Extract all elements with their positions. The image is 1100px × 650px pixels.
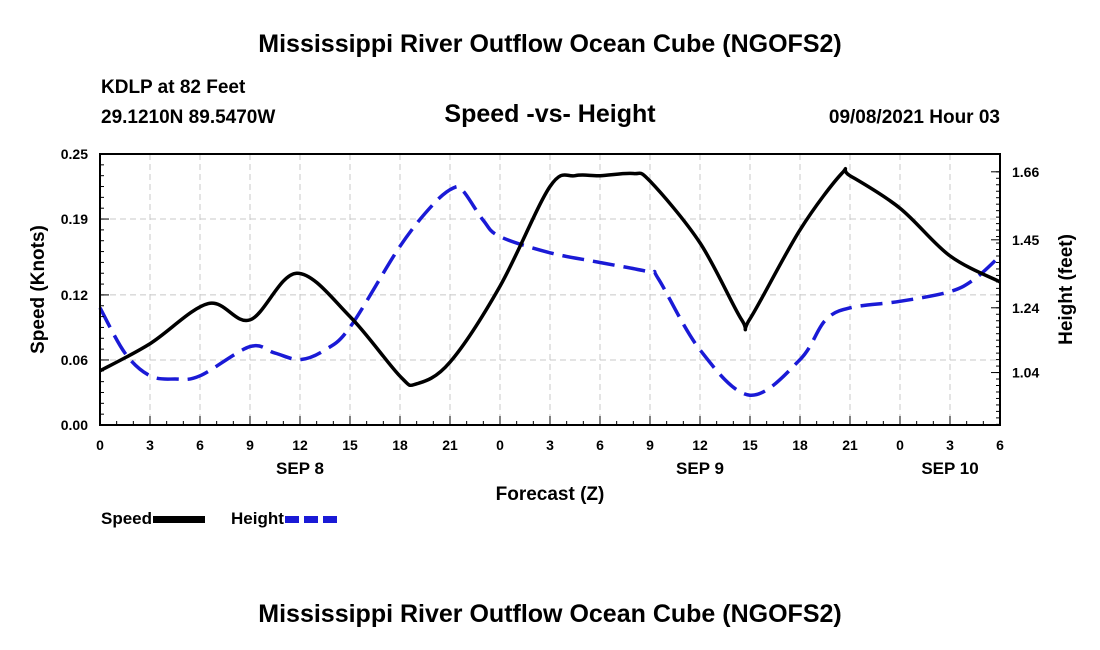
x-tick-label: 12 — [292, 437, 308, 453]
legend-height: Height — [231, 509, 337, 529]
speed-series-line — [99, 166, 1001, 388]
date-label: SEP 10 — [921, 459, 978, 478]
legend-speed-label: Speed — [101, 509, 153, 528]
y2-axis-label: Height (feet) — [1056, 234, 1077, 345]
x-tick-label: 3 — [946, 437, 954, 453]
grid — [100, 154, 1000, 425]
date-label: SEP 9 — [676, 459, 724, 478]
axes: 0 3 6 9 12 15 18 21 0 3 6 9 12 15 18 21 0 3 6 0.00 0.06 0.12 0… — [61, 146, 1040, 478]
y2-tick-label: 1.66 — [1012, 164, 1039, 180]
x-tick-label: 6 — [196, 437, 204, 453]
legend-height-label: Height — [231, 509, 284, 528]
x-tick-label: 3 — [146, 437, 154, 453]
y2-tick-label: 1.24 — [1012, 300, 1039, 316]
x-tick-label: 6 — [996, 437, 1004, 453]
x-tick-label: 6 — [596, 437, 604, 453]
x-tick-label: 18 — [392, 437, 408, 453]
x-tick-label: 18 — [792, 437, 808, 453]
x-tick-label: 15 — [742, 437, 758, 453]
coordinates-label: 29.1210N 89.5470W — [101, 107, 276, 128]
forecast-datetime: 09/08/2021 Hour 03 — [828, 107, 1000, 128]
y-tick-label: 0.12 — [61, 287, 88, 303]
x-tick-label: 0 — [96, 437, 104, 453]
station-label: KDLP at 82 Feet — [101, 77, 246, 98]
y-tick-label: 0.06 — [61, 352, 88, 368]
x-tick-label: 15 — [342, 437, 358, 453]
y-tick-label: 0.19 — [61, 211, 88, 227]
legend-speed: Speed — [101, 509, 206, 529]
x-tick-label: 9 — [246, 437, 254, 453]
y-axis-label: Speed (Knots) — [28, 225, 49, 354]
x-tick-label: 0 — [496, 437, 504, 453]
y-tick-label: 0.00 — [61, 417, 88, 433]
x-tick-label: 21 — [842, 437, 858, 453]
y2-tick-label: 1.04 — [1012, 365, 1039, 381]
series — [98, 166, 1002, 397]
x-tick-label: 3 — [546, 437, 554, 453]
x-tick-label: 9 — [646, 437, 654, 453]
legend-height-swatch — [284, 516, 337, 524]
y2-tick-label: 1.45 — [1012, 232, 1039, 248]
legend-speed-swatch — [153, 516, 206, 524]
x-axis-label: Forecast (Z) — [496, 484, 605, 505]
chart-title: Mississippi River Outflow Ocean Cube (NG… — [258, 30, 842, 58]
footer-title: Mississippi River Outflow Ocean Cube (NG… — [258, 600, 842, 628]
chart-subtitle: Speed -vs- Height — [444, 100, 656, 128]
height-series-line — [98, 184, 1002, 397]
x-tick-label: 12 — [692, 437, 708, 453]
x-tick-label: 0 — [896, 437, 904, 453]
date-label: SEP 8 — [276, 459, 324, 478]
y-tick-label: 0.25 — [61, 146, 88, 162]
x-tick-label: 21 — [442, 437, 458, 453]
